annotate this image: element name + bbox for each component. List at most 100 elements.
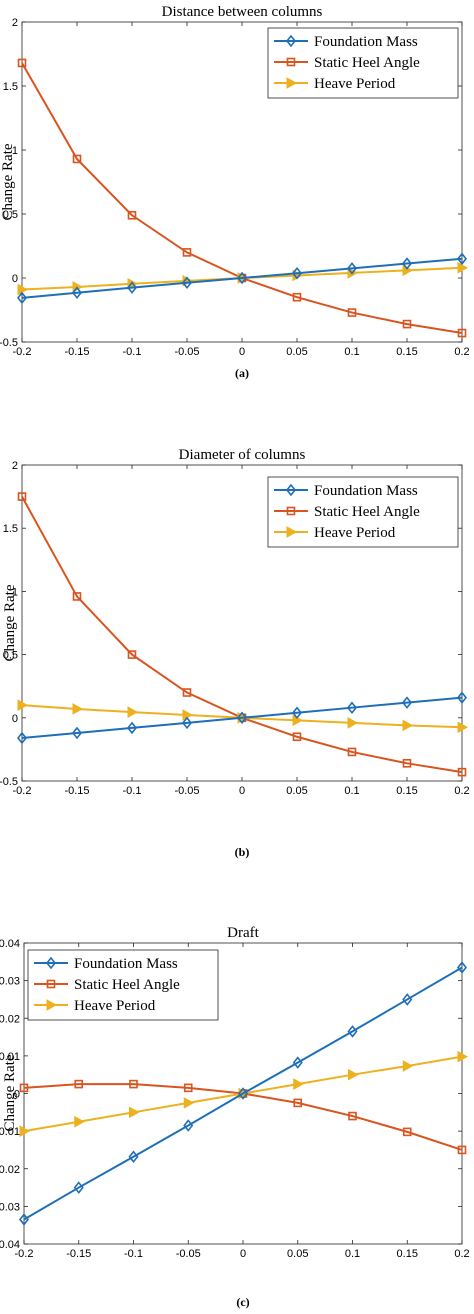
data-point [127,210,137,220]
data-point [457,1050,469,1063]
x-tick-label: 0 [239,346,245,358]
data-point [127,650,137,659]
y-tick-label: 2 [12,460,18,472]
data-point [236,711,248,725]
data-point [456,252,468,266]
data-point [17,699,29,712]
chart-panel-2: -0.2 -0.15 -0.1 -0.05 0 0.05 0.1 0.15 0.2 -0.5 0 0.… [0,447,470,859]
x-tick-label: -0.15 [66,1248,91,1260]
series-foundation-mass [16,691,468,745]
data-point [73,1181,84,1194]
y-tick-label: 1.5 [3,81,18,93]
y-tick-label: -0.03 [0,1201,20,1213]
data-point [182,688,192,697]
x-tick-label: 0.1 [345,1248,360,1260]
data-point [71,726,83,740]
y-tick-label: 0.02 [0,1013,20,1025]
legend-item: Heave Period [34,998,156,1014]
legend-item: Foundation Mass [34,956,178,972]
data-point [347,717,359,729]
data-point [128,1150,139,1163]
data-point [457,767,467,777]
y-tick-label: 1 [12,586,18,598]
data-point [456,961,468,974]
data-point [291,266,303,280]
x-tick-label: 0.15 [396,346,417,358]
legend-label: Heave Period [74,998,156,1014]
data-point [74,1079,84,1089]
series-line [21,696,463,740]
data-point [17,58,27,68]
data-point [401,696,413,709]
data-point [183,1119,194,1132]
legend-label: Static Heel Angle [314,504,420,520]
y-tick-label: 0 [14,1089,20,1101]
x-tick-label: -0.05 [174,785,199,797]
data-point [457,328,467,338]
chart-title: Distance between columns [162,4,323,20]
data-point [181,276,193,290]
x-tick-label: -0.2 [15,1248,34,1260]
y-tick-label: 0.04 [0,938,20,950]
x-tick-label: -0.1 [124,1248,143,1260]
legend-item: Foundation Mass [274,483,418,499]
chart-title: Draft [227,925,259,941]
y-tick-label: 0.5 [3,209,18,221]
figure-caption: (c) [236,1295,249,1309]
legend-item: Static Heel Angle [274,504,420,520]
data-point [346,701,358,714]
y-tick-label: 0.01 [0,1051,20,1063]
legend-marker [286,506,296,516]
data-point [401,257,413,270]
x-tick-label: 0.2 [454,785,469,797]
figure-caption: (b) [235,845,250,859]
x-tick-label: 0 [240,1248,246,1260]
x-tick-label: 0.15 [397,1248,418,1260]
data-point [17,492,27,501]
data-point [293,1078,304,1090]
x-tick-label: 0.15 [396,785,417,797]
data-point [347,1025,358,1038]
data-point [346,262,358,275]
y-tick-label: 2 [12,17,18,29]
data-point [129,1106,140,1119]
data-point [402,1127,412,1137]
data-point [18,1213,30,1226]
data-point [127,706,139,718]
data-point [347,747,357,757]
legend-marker [285,483,297,497]
legend-label: Foundation Mass [314,34,418,50]
data-point [292,292,302,302]
series-line [23,966,463,1221]
x-tick-label: -0.1 [123,785,142,797]
x-tick-label: 0.1 [344,346,359,358]
series-foundation-mass [18,961,468,1226]
x-tick-label: -0.1 [123,346,142,358]
data-point [237,1087,249,1100]
data-point [183,1083,193,1093]
data-point [457,721,469,734]
data-point [16,291,28,305]
data-point [402,1060,414,1072]
data-point [72,154,82,164]
data-point [457,1145,467,1155]
legend-item: Heave Period [274,76,396,92]
y-tick-label: -0.04 [0,1239,20,1251]
data-point [72,703,84,715]
x-tick-label: -0.05 [176,1248,201,1260]
x-tick-label: 0 [239,785,245,797]
y-tick-label: 0.5 [3,650,18,662]
data-point [292,1056,303,1069]
y-tick-label: 0 [12,273,18,285]
data-point [293,1098,303,1108]
chart-title: Diameter of columns [179,447,306,463]
data-point [16,731,28,745]
legend-marker [285,34,297,48]
legend: Foundation Mass Static Heel Angle Heave Pe… [267,27,459,99]
data-point [17,283,29,296]
legend-marker [286,57,296,67]
series-foundation-mass [16,252,468,305]
x-tick-label: -0.15 [64,785,89,797]
legend-item: Heave Period [274,525,396,541]
